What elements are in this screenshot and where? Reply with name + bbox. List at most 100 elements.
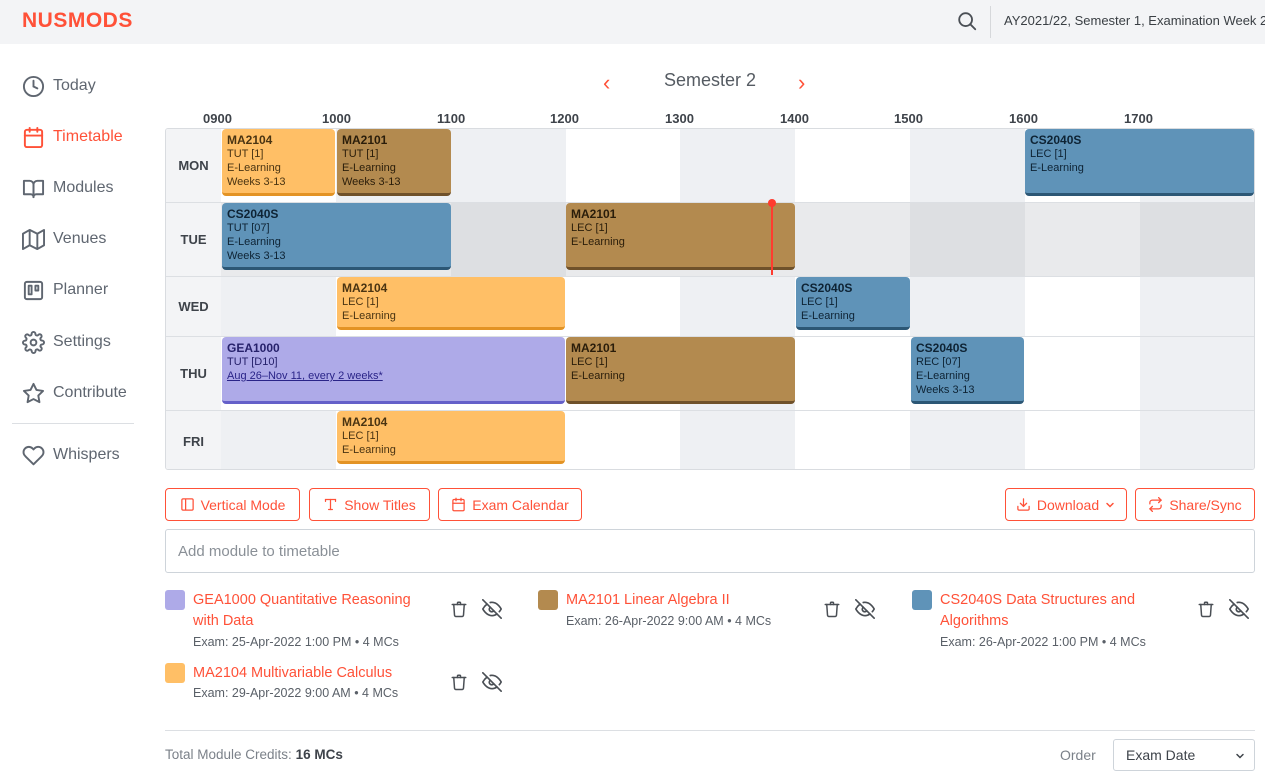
sidebar-item-today[interactable]: Today	[22, 72, 96, 100]
lesson-mon-ma2104[interactable]: MA2104 TUT [1] E-Learning Weeks 3-13	[222, 129, 335, 196]
sidebar-item-settings[interactable]: Settings	[22, 328, 111, 356]
top-bar: NUSMODS AY2021/22, Semester 1, Examinati…	[0, 0, 1265, 44]
hour-shade	[680, 129, 795, 202]
sidebar-item-label: Contribute	[53, 384, 127, 401]
lesson-venue: E-Learning	[227, 162, 281, 174]
hour-shade	[221, 277, 336, 336]
module-color-swatch[interactable]	[165, 663, 185, 683]
add-module-input[interactable]	[165, 529, 1255, 573]
show-titles-button[interactable]: Show Titles	[309, 488, 430, 521]
sidebar-item-label: Timetable	[53, 128, 123, 145]
timetable-grid: MON TUE WED THU FRI	[165, 128, 1255, 470]
module-color-swatch[interactable]	[165, 590, 185, 610]
hour-label: 1000	[322, 111, 351, 126]
module-exam-info: Exam: 26-Apr-2022 1:00 PM • 4 MCs	[940, 635, 1146, 649]
lesson-type: TUT [1]	[342, 148, 379, 160]
sidebar-item-modules[interactable]: Modules	[22, 174, 113, 202]
eye-off-icon[interactable]	[855, 599, 875, 619]
button-label: Vertical Mode	[200, 496, 286, 513]
prev-semester-button[interactable]: ‹	[603, 70, 611, 95]
module-title-link[interactable]: GEA1000 Quantitative Reasoning with Data	[193, 592, 411, 629]
hour-label: 1100	[437, 111, 466, 126]
next-semester-button[interactable]: ›	[798, 70, 806, 95]
sidebar-item-label: Whispers	[53, 446, 120, 463]
download-button[interactable]: Download	[1005, 488, 1127, 521]
lesson-code: MA2101	[342, 133, 388, 147]
module-exam-info: Exam: 26-Apr-2022 9:00 AM • 4 MCs	[566, 614, 772, 628]
hour-shade	[910, 411, 1025, 469]
lesson-weeks-link[interactable]: Aug 26–Nov 11, every 2 weeks*	[227, 370, 383, 382]
module-color-swatch[interactable]	[912, 590, 932, 610]
button-label: Exam Calendar	[472, 496, 569, 513]
lesson-type: LEC [1]	[342, 430, 379, 442]
day-label: MON	[166, 129, 221, 202]
search-icon[interactable]	[956, 10, 978, 32]
sidebar-item-venues[interactable]: Venues	[22, 225, 106, 253]
lesson-weeks: Weeks 3-13	[916, 384, 975, 396]
lesson-tue-ma2101[interactable]: MA2101 LEC [1] E-Learning	[566, 203, 795, 270]
trash-icon[interactable]	[450, 600, 468, 618]
module-title-link[interactable]: CS2040S Data Structures and Algorithms	[940, 592, 1136, 629]
sidebar-item-label: Settings	[53, 333, 111, 350]
sidebar-item-label: Planner	[53, 281, 109, 298]
trash-icon[interactable]	[823, 600, 841, 618]
sidebar-item-label: Modules	[53, 179, 114, 196]
lesson-mon-ma2101[interactable]: MA2101 TUT [1] E-Learning Weeks 3-13	[337, 129, 451, 196]
module-item-ma2104: MA2104 Multivariable Calculus Exam: 29-A…	[165, 663, 525, 703]
sidebar-item-whispers[interactable]: Whispers	[22, 441, 120, 469]
hour-shade	[451, 203, 566, 276]
vertical-mode-button[interactable]: Vertical Mode	[165, 488, 300, 521]
sidebar-item-timetable[interactable]: Timetable	[22, 123, 123, 151]
download-icon	[1017, 498, 1030, 511]
lesson-thu-cs2040s[interactable]: CS2040S REC [07] E-Learning Weeks 3-13	[911, 337, 1024, 404]
hour-shade	[1140, 337, 1254, 410]
lesson-mon-cs2040s[interactable]: CS2040S LEC [1] E-Learning	[1025, 129, 1254, 196]
lesson-wed-ma2104[interactable]: MA2104 LEC [1] E-Learning	[337, 277, 565, 330]
button-label: Download	[1036, 496, 1100, 513]
lesson-type: TUT [D10]	[227, 356, 278, 368]
order-label: Order	[1060, 747, 1096, 763]
book-open-icon	[22, 179, 45, 198]
current-time-line	[771, 203, 773, 275]
lesson-code: CS2040S	[916, 341, 968, 355]
header-divider	[990, 6, 991, 38]
sidebar-item-label: Venues	[53, 230, 107, 247]
module-color-swatch[interactable]	[538, 590, 558, 610]
sidebar-item-contribute[interactable]: Contribute	[22, 379, 127, 407]
lesson-wed-cs2040s[interactable]: CS2040S LEC [1] E-Learning	[796, 277, 910, 330]
calendar-icon	[23, 126, 44, 148]
sidebar-item-planner[interactable]: Planner	[22, 276, 108, 304]
lesson-tue-cs2040s[interactable]: CS2040S TUT [07] E-Learning Weeks 3-13	[222, 203, 451, 270]
lesson-weeks: Weeks 3-13	[227, 176, 286, 188]
star-icon	[22, 382, 45, 403]
trash-icon[interactable]	[1197, 600, 1215, 618]
eye-off-icon[interactable]	[482, 599, 502, 619]
hour-shade	[910, 129, 1025, 202]
lesson-venue: E-Learning	[342, 444, 396, 456]
module-item-ma2101: MA2101 Linear Algebra II Exam: 26-Apr-20…	[538, 590, 898, 630]
lesson-fri-ma2104[interactable]: MA2104 LEC [1] E-Learning	[337, 411, 565, 464]
total-credits: Total Module Credits: 16 MCs	[165, 747, 343, 762]
module-title-link[interactable]: MA2104 Multivariable Calculus	[193, 665, 393, 681]
lesson-code: MA2104	[227, 133, 273, 147]
share-sync-button[interactable]: Share/Sync	[1135, 488, 1255, 521]
gear-icon	[22, 330, 45, 354]
chevron-down-icon	[1106, 502, 1114, 508]
logo[interactable]: NUSMODS	[22, 9, 133, 32]
lesson-thu-gea1000[interactable]: GEA1000 TUT [D10] Aug 26–Nov 11, every 2…	[222, 337, 565, 404]
lesson-code: CS2040S	[801, 281, 853, 295]
exam-calendar-button[interactable]: Exam Calendar	[438, 488, 582, 521]
lesson-thu-ma2101[interactable]: MA2101 LEC [1] E-Learning	[566, 337, 795, 404]
lesson-type: LEC [1]	[571, 222, 608, 234]
lesson-venue: E-Learning	[342, 162, 396, 174]
lesson-venue: E-Learning	[916, 370, 970, 382]
eye-off-icon[interactable]	[1229, 599, 1249, 619]
module-title-link[interactable]: MA2101 Linear Algebra II	[566, 592, 730, 608]
hour-shade	[221, 411, 336, 469]
eye-off-icon[interactable]	[482, 672, 502, 692]
hour-shade	[680, 277, 795, 336]
order-select[interactable]: Exam Date	[1113, 739, 1255, 771]
trash-icon[interactable]	[450, 673, 468, 691]
order-selected-value: Exam Date	[1126, 747, 1196, 763]
trello-icon	[23, 280, 44, 300]
